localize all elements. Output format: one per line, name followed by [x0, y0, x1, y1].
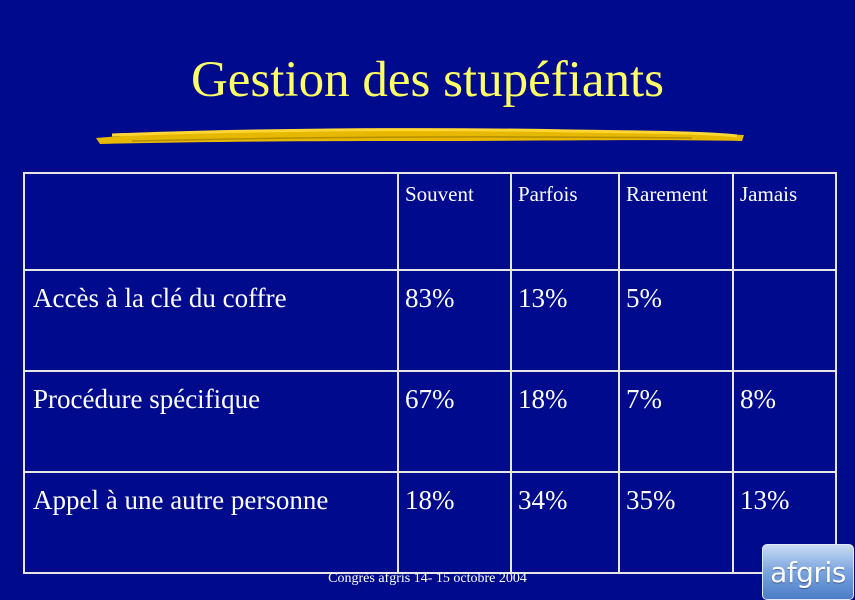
header-jamais: Jamais: [732, 172, 837, 271]
cell-parfois: 18%: [510, 370, 620, 473]
title-underline-brushstroke: [96, 128, 744, 144]
table-header-row: Souvent Parfois Rarement Jamais: [23, 172, 837, 271]
header-souvent: Souvent: [397, 172, 512, 271]
cell-parfois: 13%: [510, 269, 620, 372]
cell-souvent: 18%: [397, 471, 512, 574]
afgris-logo: afgris: [762, 544, 854, 600]
row-label: Appel à une autre personne: [23, 471, 399, 574]
header-rarement: Rarement: [618, 172, 734, 271]
table-row: Appel à une autre personne 18% 34% 35% 1…: [23, 471, 837, 574]
cell-rarement: 7%: [618, 370, 734, 473]
logo-text: afgris: [770, 555, 846, 589]
statistics-table: Souvent Parfois Rarement Jamais Accès à …: [23, 172, 837, 574]
header-parfois: Parfois: [510, 172, 620, 271]
header-cell-empty: [23, 172, 399, 271]
slide-footer: Congrès afgris 14- 15 octobre 2004: [328, 571, 527, 586]
cell-souvent: 83%: [397, 269, 512, 372]
row-label: Procédure spécifique: [23, 370, 399, 473]
row-label: Accès à la clé du coffre: [23, 269, 399, 372]
cell-rarement: 35%: [618, 471, 734, 574]
cell-rarement: 5%: [618, 269, 734, 372]
table-row: Procédure spécifique 67% 18% 7% 8%: [23, 370, 837, 473]
cell-parfois: 34%: [510, 471, 620, 574]
table-row: Accès à la clé du coffre 83% 13% 5%: [23, 269, 837, 372]
cell-souvent: 67%: [397, 370, 512, 473]
slide-title: Gestion des stupéfiants: [190, 52, 665, 108]
cell-jamais: 8%: [732, 370, 837, 473]
cell-jamais: [732, 269, 837, 372]
